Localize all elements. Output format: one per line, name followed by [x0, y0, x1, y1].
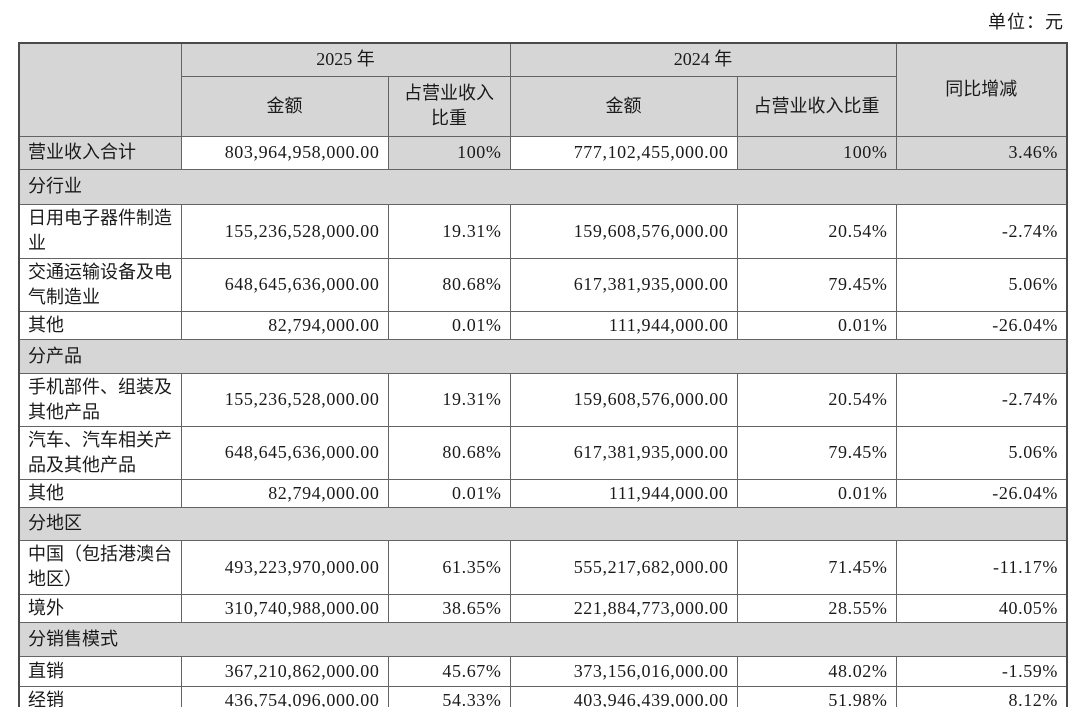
row-transport-equipment: 交通运输设备及电气制造业 648,645,636,000.00 80.68% 6…	[18, 257, 1068, 312]
row-label: 其他	[18, 478, 182, 508]
ratio-2025-cell: 61.35%	[387, 539, 511, 595]
row-label: 手机部件、组装及其他产品	[18, 372, 182, 427]
yoy-cell: -2.74%	[895, 372, 1068, 427]
amount-2025-cell: 436,754,096,000.00	[180, 685, 389, 707]
amount-2024-cell: 159,608,576,000.00	[509, 372, 738, 427]
section-label: 分产品	[18, 338, 1068, 374]
amount-2024-cell: 373,156,016,000.00	[509, 655, 738, 687]
yoy-cell: 5.06%	[895, 257, 1068, 312]
ratio-2025-cell: 38.65%	[387, 593, 511, 623]
row-label: 交通运输设备及电气制造业	[18, 257, 182, 312]
row-label: 其他	[18, 310, 182, 340]
row-label: 直销	[18, 655, 182, 687]
row-distribution-sales: 经销 436,754,096,000.00 54.33% 403,946,439…	[18, 685, 1068, 707]
ratio-2024-cell: 79.45%	[736, 425, 897, 480]
section-label: 分销售模式	[18, 621, 1068, 657]
revenue-breakdown-table: 2025 年 2024 年 同比增减 金额 占营业收入 比重 金额 占营业收入比…	[18, 42, 1068, 707]
ratio-2024-cell: 71.45%	[736, 539, 897, 595]
amount-2025-cell: 648,645,636,000.00	[180, 257, 389, 312]
amount-2024-cell: 403,946,439,000.00	[509, 685, 738, 707]
row-product-other: 其他 82,794,000.00 0.01% 111,944,000.00 0.…	[18, 478, 1068, 508]
header-corner-cell	[18, 42, 182, 137]
amount-2024-cell: 617,381,935,000.00	[509, 257, 738, 312]
ratio-2024-cell: 48.02%	[736, 655, 897, 687]
yoy-cell: 40.05%	[895, 593, 1068, 623]
ratio-2025-cell: 45.67%	[387, 655, 511, 687]
header-yoy: 同比增减	[895, 42, 1068, 137]
ratio-2024-cell: 79.45%	[736, 257, 897, 312]
yoy-cell: 3.46%	[895, 135, 1068, 170]
ratio-2024-cell: 20.54%	[736, 203, 897, 259]
yoy-cell: -2.74%	[895, 203, 1068, 259]
unit-label: 单位：元	[988, 12, 1064, 32]
yoy-cell: -26.04%	[895, 310, 1068, 340]
header-ratio-2024: 占营业收入比重	[736, 75, 897, 137]
ratio-2025-cell: 19.31%	[387, 203, 511, 259]
header-row-measures: 金额 占营业收入 比重 金额 占营业收入比重	[19, 75, 1067, 137]
row-phone-components: 手机部件、组装及其他产品 155,236,528,000.00 19.31% 1…	[18, 372, 1068, 427]
amount-2025-cell: 155,236,528,000.00	[180, 372, 389, 427]
ratio-2025-cell: 0.01%	[387, 310, 511, 340]
section-label: 分行业	[18, 168, 1068, 205]
section-label: 分地区	[18, 506, 1068, 541]
ratio-2025-cell: 100%	[387, 135, 511, 170]
amount-2025-cell: 367,210,862,000.00	[180, 655, 389, 687]
section-by-sales-mode: 分销售模式	[18, 621, 1068, 657]
amount-2025-cell: 155,236,528,000.00	[180, 203, 389, 259]
header-amount-2025: 金额	[180, 75, 389, 137]
ratio-2024-cell: 0.01%	[736, 478, 897, 508]
row-label: 汽车、汽车相关产品及其他产品	[18, 425, 182, 480]
header-ratio-2025: 占营业收入 比重	[387, 75, 511, 137]
amount-2024-cell: 617,381,935,000.00	[509, 425, 738, 480]
amount-2024-cell: 111,944,000.00	[509, 310, 738, 340]
ratio-2024-cell: 0.01%	[736, 310, 897, 340]
ratio-2025-cell: 19.31%	[387, 372, 511, 427]
ratio-2025-cell: 80.68%	[387, 425, 511, 480]
amount-2024-cell: 221,884,773,000.00	[509, 593, 738, 623]
amount-2025-cell: 803,964,958,000.00	[180, 135, 389, 170]
row-china: 中国（包括港澳台地区） 493,223,970,000.00 61.35% 55…	[18, 539, 1068, 595]
ratio-2025-cell: 0.01%	[387, 478, 511, 508]
amount-2025-cell: 82,794,000.00	[180, 478, 389, 508]
row-label: 境外	[18, 593, 182, 623]
row-label: 经销	[18, 685, 182, 707]
ratio-2025-cell: 80.68%	[387, 257, 511, 312]
amount-2024-cell: 159,608,576,000.00	[509, 203, 738, 259]
row-label: 日用电子器件制造业	[18, 203, 182, 259]
section-by-product: 分产品	[18, 338, 1068, 374]
yoy-cell: -11.17%	[895, 539, 1068, 595]
amount-2024-cell: 777,102,455,000.00	[509, 135, 738, 170]
row-direct-sales: 直销 367,210,862,000.00 45.67% 373,156,016…	[18, 655, 1068, 687]
header-row-years: 2025 年 2024 年 同比增减	[18, 42, 1068, 137]
row-label: 营业收入合计	[18, 135, 182, 170]
row-consumer-electronics: 日用电子器件制造业 155,236,528,000.00 19.31% 159,…	[18, 203, 1068, 259]
row-total-revenue: 营业收入合计 803,964,958,000.00 100% 777,102,4…	[18, 135, 1068, 170]
section-by-region: 分地区	[18, 506, 1068, 541]
header-amount-2024: 金额	[509, 75, 738, 137]
row-automobile-products: 汽车、汽车相关产品及其他产品 648,645,636,000.00 80.68%…	[18, 425, 1068, 480]
ratio-2024-cell: 28.55%	[736, 593, 897, 623]
row-overseas: 境外 310,740,988,000.00 38.65% 221,884,773…	[18, 593, 1068, 623]
amount-2025-cell: 82,794,000.00	[180, 310, 389, 340]
header-year-2025: 2025 年	[180, 42, 511, 77]
yoy-cell: 8.12%	[895, 685, 1068, 707]
amount-2024-cell: 555,217,682,000.00	[509, 539, 738, 595]
amount-2025-cell: 310,740,988,000.00	[180, 593, 389, 623]
row-industry-other: 其他 82,794,000.00 0.01% 111,944,000.00 0.…	[18, 310, 1068, 340]
ratio-2024-cell: 20.54%	[736, 372, 897, 427]
row-label: 中国（包括港澳台地区）	[18, 539, 182, 595]
ratio-2024-cell: 100%	[736, 135, 897, 170]
yoy-cell: 5.06%	[895, 425, 1068, 480]
yoy-cell: -26.04%	[895, 478, 1068, 508]
amount-2025-cell: 648,645,636,000.00	[180, 425, 389, 480]
yoy-cell: -1.59%	[895, 655, 1068, 687]
ratio-2025-cell: 54.33%	[387, 685, 511, 707]
ratio-2024-cell: 51.98%	[736, 685, 897, 707]
amount-2025-cell: 493,223,970,000.00	[180, 539, 389, 595]
header-year-2024: 2024 年	[509, 42, 897, 77]
section-by-industry: 分行业	[18, 168, 1068, 205]
amount-2024-cell: 111,944,000.00	[509, 478, 738, 508]
